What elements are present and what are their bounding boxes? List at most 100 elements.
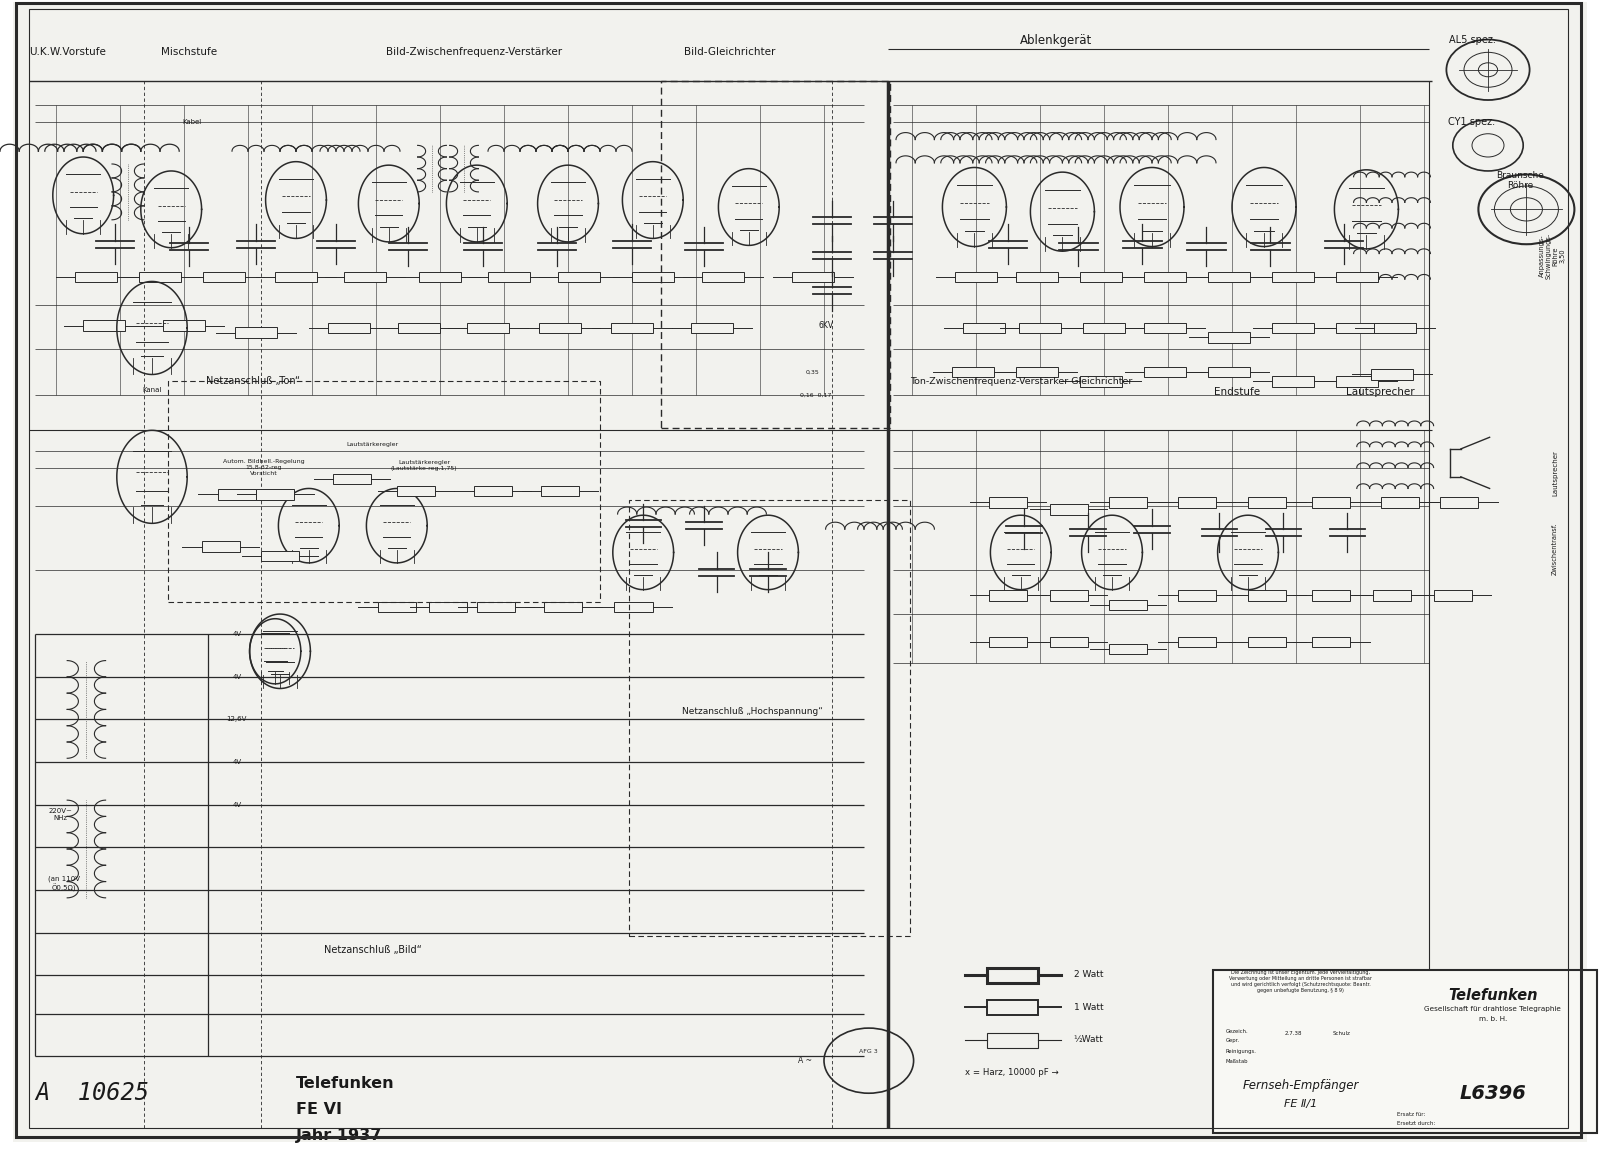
Bar [987, 1000, 1038, 1015]
Bar [1312, 498, 1350, 507]
Text: Gesellschaft für drahtlose Telegraphie: Gesellschaft für drahtlose Telegraphie [1424, 1006, 1562, 1013]
Bar [488, 271, 530, 281]
Bar [1312, 591, 1350, 601]
Text: Braunsche
Röhre: Braunsche Röhre [1496, 171, 1544, 190]
Text: Lautsprecher: Lautsprecher [1347, 387, 1414, 397]
Text: Telefunken: Telefunken [1448, 989, 1538, 1003]
Bar [1016, 366, 1058, 377]
Bar [202, 541, 240, 551]
Bar [75, 271, 117, 281]
Bar [328, 322, 370, 333]
Text: Gepr.: Gepr. [1226, 1039, 1240, 1043]
Text: Ersetzt durch:: Ersetzt durch: [1397, 1121, 1435, 1126]
Bar [163, 320, 205, 330]
Text: 4V: 4V [232, 758, 242, 765]
Text: ½Watt: ½Watt [1074, 1035, 1104, 1044]
Bar [558, 271, 600, 281]
Text: A ~: A ~ [798, 1056, 811, 1065]
Bar [1144, 322, 1186, 333]
Bar [467, 322, 509, 333]
Text: Reinigungs.: Reinigungs. [1226, 1049, 1256, 1054]
Text: Netzanschluß „Bild“: Netzanschluß „Bild“ [323, 946, 422, 955]
Text: 2 Watt: 2 Watt [1074, 970, 1102, 979]
Text: Kanal: Kanal [142, 386, 162, 393]
Bar [1272, 322, 1314, 333]
Text: Netzanschluß „Ton“: Netzanschluß „Ton“ [206, 377, 299, 386]
Bar [629, 500, 910, 936]
Bar [539, 322, 581, 333]
Text: AL5 spez.: AL5 spez. [1448, 35, 1496, 44]
Text: Bild-Gleichrichter: Bild-Gleichrichter [683, 48, 776, 57]
Text: CY1 spez.: CY1 spez. [1448, 117, 1496, 127]
Text: Die Zeichnung ist unser Eigentum. Jede Vervielfältigung,
Verwertung oder Mitteil: Die Zeichnung ist unser Eigentum. Jede V… [1229, 970, 1373, 993]
Bar [963, 322, 1005, 333]
Text: 220V~
NHz: 220V~ NHz [50, 807, 72, 821]
Bar [792, 271, 834, 281]
Text: 0,16  0,17: 0,16 0,17 [800, 393, 832, 398]
Bar [1109, 600, 1147, 609]
Text: FE VI: FE VI [296, 1103, 342, 1116]
Text: 4V: 4V [232, 630, 242, 637]
Bar [1178, 591, 1216, 601]
Bar [1381, 498, 1419, 507]
Text: U.K.W.Vorstufe: U.K.W.Vorstufe [29, 48, 106, 57]
Bar [419, 271, 461, 281]
Bar [1336, 376, 1378, 386]
Text: 2.7.38: 2.7.38 [1285, 1032, 1302, 1036]
Bar [261, 550, 299, 561]
Bar [333, 475, 371, 484]
Bar [378, 602, 416, 612]
Bar [544, 602, 582, 612]
Text: 4V: 4V [232, 673, 242, 680]
Text: x = Harz, 10000 pF →: x = Harz, 10000 pF → [965, 1068, 1059, 1077]
Text: 0,35: 0,35 [806, 370, 819, 374]
Bar [344, 271, 386, 281]
Bar [987, 968, 1038, 983]
Bar [139, 271, 181, 281]
Bar [989, 498, 1027, 507]
Bar [702, 271, 744, 281]
Bar [1248, 498, 1286, 507]
Text: 6KV: 6KV [818, 321, 834, 330]
Bar [1080, 376, 1122, 386]
Bar [1144, 271, 1186, 281]
Text: Lautsprecher: Lautsprecher [1552, 450, 1558, 497]
Text: Bild-Zwischenfrequenz-Verstärker: Bild-Zwischenfrequenz-Verstärker [386, 48, 562, 57]
Bar [235, 328, 277, 337]
Bar [1109, 498, 1147, 507]
Bar [987, 1033, 1038, 1048]
Bar [989, 637, 1027, 647]
Bar [1144, 366, 1186, 377]
Bar [632, 271, 674, 281]
Bar [474, 486, 512, 495]
Bar [1373, 591, 1411, 601]
Bar [275, 271, 317, 281]
Bar [1208, 333, 1250, 342]
Bar [691, 322, 733, 333]
Text: Kabel: Kabel [182, 119, 202, 126]
Bar [1272, 376, 1314, 386]
Bar [256, 488, 294, 500]
Bar [1440, 498, 1478, 507]
Bar [203, 271, 245, 281]
Bar [477, 602, 515, 612]
Bar [1312, 637, 1350, 647]
Text: A  10625: A 10625 [35, 1082, 149, 1105]
Text: Zwischentransf.: Zwischentransf. [1552, 522, 1558, 576]
Text: (an 110V
Ö0,5Ω): (an 110V Ö0,5Ω) [48, 876, 80, 892]
Text: FE Ⅱ/1: FE Ⅱ/1 [1285, 1099, 1317, 1108]
Text: 1 Watt: 1 Watt [1074, 1003, 1104, 1012]
Bar [1434, 591, 1472, 601]
Bar [83, 320, 125, 330]
Text: Jahr 1937: Jahr 1937 [296, 1128, 382, 1142]
Bar [1080, 271, 1122, 281]
Bar [614, 602, 653, 612]
Text: Ablenkgerät: Ablenkgerät [1019, 34, 1093, 48]
Bar [952, 366, 994, 377]
Bar [1374, 322, 1416, 333]
Bar [398, 322, 440, 333]
Bar [1248, 591, 1286, 601]
Bar [1083, 322, 1125, 333]
Text: L6396: L6396 [1459, 1084, 1526, 1103]
Text: 12,6V: 12,6V [227, 715, 246, 722]
